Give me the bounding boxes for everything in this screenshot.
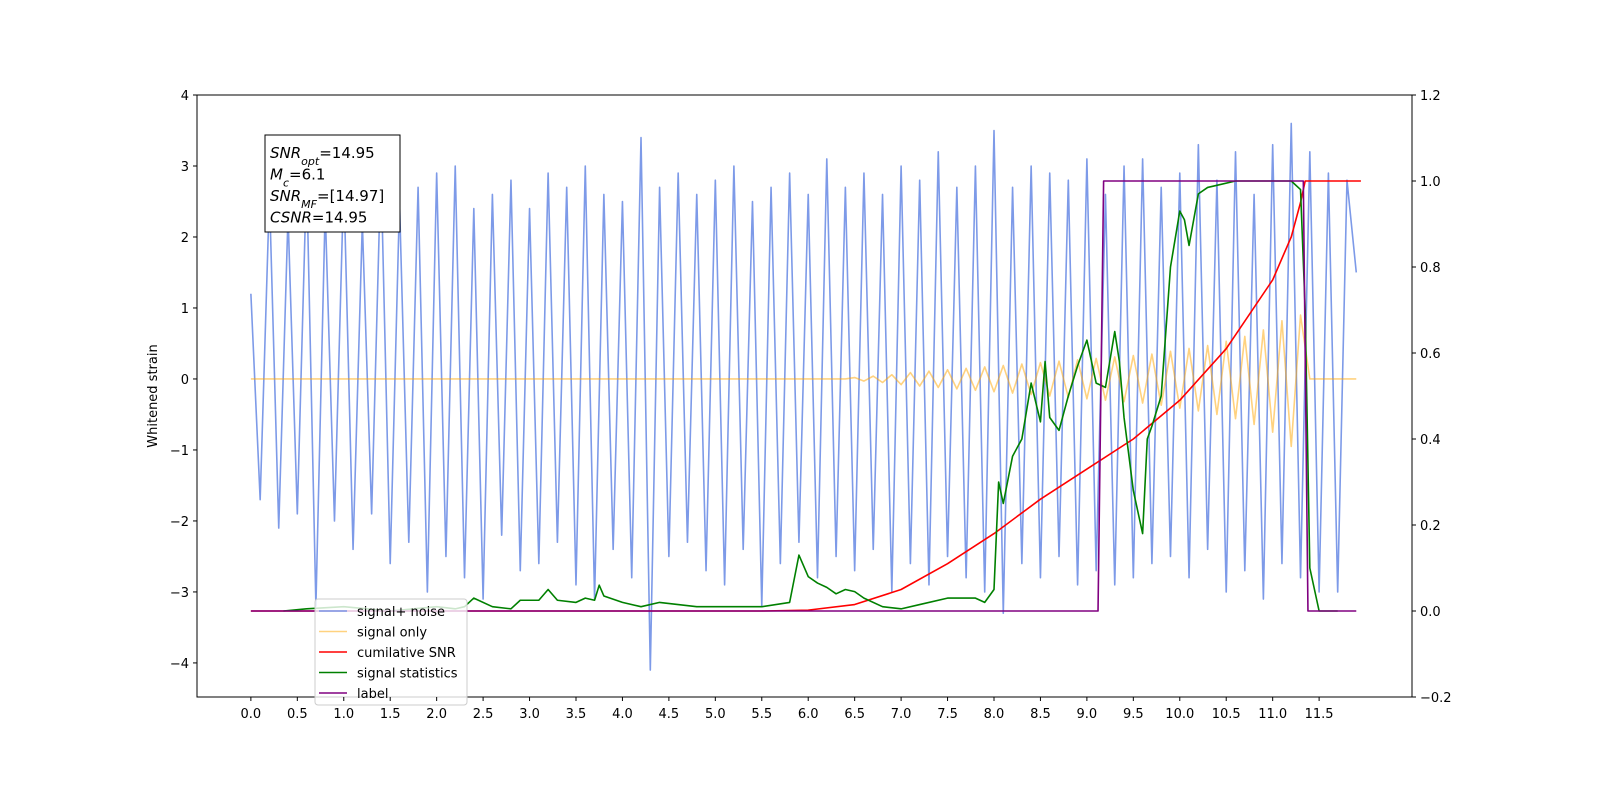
x-tick-label: 10.0 — [1165, 707, 1194, 722]
y-tick-label: 1 — [181, 302, 189, 317]
y-tick-label: −4 — [170, 657, 189, 672]
axes-frame — [196, 94, 1413, 698]
x-tick-label: 1.5 — [380, 707, 401, 722]
legend-box — [314, 598, 468, 706]
legend-label: label — [357, 687, 388, 702]
plot-area — [250, 122, 1361, 671]
annotation: SNRopt=14.95Mc=6.1SNRMF=[14.97]CSNR=14.9… — [264, 134, 401, 233]
y-tick-label: −2 — [170, 515, 189, 530]
annotation-value: =[14.97] — [317, 187, 384, 205]
annotation-subscript: opt — [301, 155, 320, 168]
annotation-value: =6.1 — [289, 166, 325, 184]
x-tick-label: 6.0 — [798, 707, 819, 722]
y2-tick-label: 0.4 — [1420, 433, 1441, 448]
x-tick-label: 10.5 — [1212, 707, 1241, 722]
y-tick-label: 0 — [181, 373, 189, 388]
y2-tick-label: 0.0 — [1420, 605, 1441, 620]
y-axis-label: Whitened strain — [146, 344, 161, 447]
y2-tick-label: 0.8 — [1420, 261, 1441, 276]
series-line — [250, 180, 1361, 612]
x-tick-label: 7.5 — [937, 707, 958, 722]
annotation-line: SNRopt=14.95 — [270, 144, 375, 168]
annotation-line: CSNR=14.95 — [270, 209, 367, 227]
x-tick-label: 3.5 — [566, 707, 587, 722]
x-tick-label: 7.0 — [891, 707, 912, 722]
annotation-value: =14.95 — [312, 209, 368, 227]
x-tick-label: 9.0 — [1077, 707, 1098, 722]
y-tick-label: 4 — [181, 89, 189, 104]
series-line — [283, 180, 1338, 612]
series-line — [250, 122, 1358, 671]
y2-tick-label: 1.0 — [1420, 175, 1441, 190]
legend-label: signal statistics — [357, 667, 458, 682]
series-line — [250, 314, 1357, 448]
y-tick-label: 2 — [181, 231, 189, 246]
x-tick-label: 0.5 — [287, 707, 308, 722]
x-tick-label: 4.0 — [612, 707, 633, 722]
x-tick-label: 5.5 — [751, 707, 772, 722]
annotation-symbol: CSNR — [270, 209, 312, 227]
x-tick-label: 11.0 — [1258, 707, 1287, 722]
annotation-symbol: M — [270, 166, 283, 184]
legend-label: signal only — [357, 626, 427, 641]
annotation-value: =14.95 — [319, 144, 375, 162]
legend-label: cumilative SNR — [357, 646, 456, 661]
legend: signal+ noise signal only cumilative SNR si… — [314, 598, 468, 706]
annotation-line: Mc=6.1 — [270, 166, 325, 190]
y2-tick-label: 0.6 — [1420, 347, 1441, 362]
y-tick-label: 3 — [181, 160, 189, 175]
annotation-line: SNRMF=[14.97] — [270, 187, 384, 211]
x-tick-label: 8.5 — [1030, 707, 1051, 722]
x-tick-label: 2.0 — [426, 707, 447, 722]
x-tick-label: 0.0 — [241, 707, 262, 722]
annotation-symbol: SNR — [270, 187, 301, 205]
x-tick-label: 9.5 — [1123, 707, 1144, 722]
x-tick-label: 11.5 — [1305, 707, 1334, 722]
annotation-box — [264, 134, 401, 233]
series-line — [250, 180, 1357, 612]
annotation-subscript: MF — [301, 198, 317, 211]
x-tick-label: 6.5 — [844, 707, 865, 722]
y-tick-label: −3 — [170, 586, 189, 601]
annotation-symbol: SNR — [270, 144, 301, 162]
x-tick-label: 2.5 — [473, 707, 494, 722]
x-tick-label: 4.5 — [659, 707, 680, 722]
y2-tick-label: −0.2 — [1420, 691, 1452, 706]
annotation-subscript: c — [283, 176, 289, 189]
x-tick-label: 8.0 — [984, 707, 1005, 722]
x-tick-label: 5.0 — [705, 707, 726, 722]
y-tick-label: −1 — [170, 444, 189, 459]
y2-tick-label: 0.2 — [1420, 519, 1441, 534]
x-tick-label: 1.0 — [333, 707, 354, 722]
y2-tick-label: 1.2 — [1420, 89, 1441, 104]
x-tick-label: 3.0 — [519, 707, 540, 722]
legend-label: signal+ noise — [357, 605, 445, 620]
